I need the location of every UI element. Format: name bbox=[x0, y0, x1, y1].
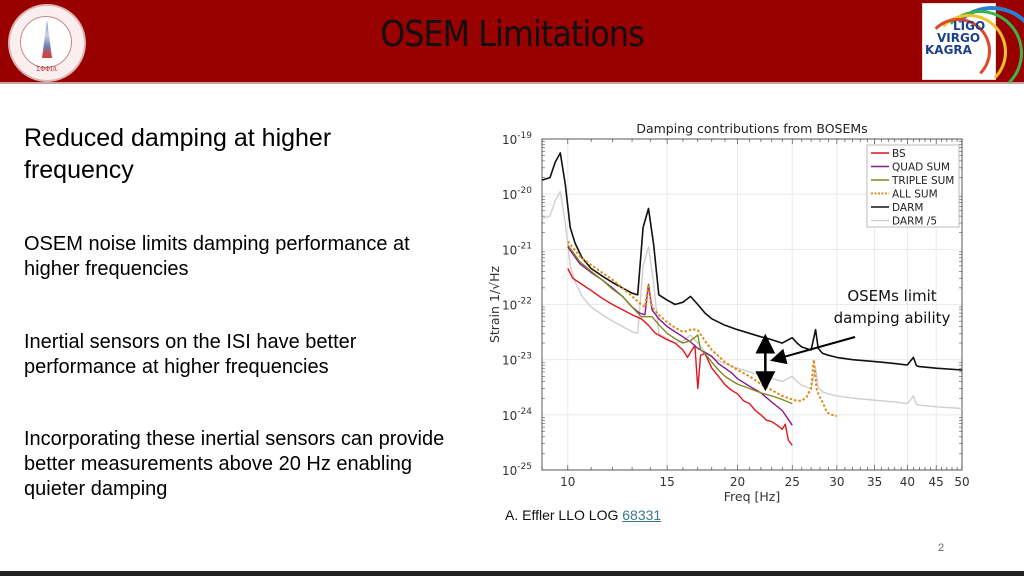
y-tick-label: 10-25 bbox=[502, 462, 532, 478]
legend-label: BS bbox=[892, 148, 906, 160]
seal-waveform-icon bbox=[42, 20, 52, 58]
seal-motto: ΣΦΦΙΑ bbox=[36, 66, 57, 73]
x-tick-label: 20 bbox=[730, 475, 745, 489]
x-tick-label: 10 bbox=[560, 475, 575, 489]
logo-arc-icon bbox=[931, 14, 1007, 90]
logo-arc-icon bbox=[943, 6, 1024, 104]
x-tick-label: 45 bbox=[929, 475, 944, 489]
alog-link[interactable]: 68331 bbox=[622, 507, 662, 523]
x-axis-label: Freq [Hz] bbox=[724, 489, 780, 504]
x-tick-label: 35 bbox=[867, 475, 882, 489]
logo-text-ligo: LIGO bbox=[953, 19, 986, 33]
section-heading: Reduced damping at higher frequency bbox=[24, 124, 332, 184]
x-tick-label: 15 bbox=[659, 475, 674, 489]
logo-arc-icon bbox=[937, 10, 1023, 96]
series-line-darm bbox=[541, 152, 963, 371]
damping-chart: 10 15 20 25 30 35 40 45 50 10-25 10-24 10-23 10-22 10… bbox=[487, 121, 970, 504]
source-caption: A. Effler LLO LOG 68331 bbox=[505, 507, 661, 523]
y-tick-label: 10-22 bbox=[502, 297, 532, 313]
legend-label: DARM bbox=[892, 202, 923, 214]
chart-title: Damping contributions from BOSEMs bbox=[636, 121, 867, 136]
series-line-triple-sum bbox=[567, 244, 793, 405]
annotation-text: OSEMs limit bbox=[847, 287, 936, 305]
legend-label: ALL SUM bbox=[892, 189, 938, 201]
legend-label: TRIPLE SUM bbox=[891, 175, 954, 187]
bullet-inertial-sensors: Inertial sensors on the ISI have better … bbox=[24, 331, 357, 378]
slide-header: ΣΦΦΙΑ OSEM Limitations LIGO VIRGO KAGRA bbox=[0, 0, 1024, 96]
y-tick-label: 10-24 bbox=[502, 407, 532, 423]
legend-label: DARM /5 bbox=[892, 216, 937, 228]
slide-title: OSEM Limitations bbox=[380, 14, 644, 55]
stanford-seal-logo: ΣΦΦΙΑ bbox=[8, 4, 86, 82]
x-tick-label: 50 bbox=[954, 475, 969, 489]
y-tick-label: 10-19 bbox=[502, 131, 532, 147]
legend-label: QUAD SUM bbox=[892, 162, 950, 174]
series-line-bs bbox=[567, 268, 793, 446]
series-line-all-sum bbox=[567, 240, 838, 418]
caption-text: A. Effler LLO LOG bbox=[505, 507, 623, 523]
ligo-virgo-kagra-logo: LIGO VIRGO KAGRA bbox=[922, 3, 1024, 96]
logo-arc-icon bbox=[925, 18, 991, 84]
y-tick-label: 10-20 bbox=[502, 186, 532, 202]
logo-text-virgo: VIRGO bbox=[937, 31, 981, 45]
legend-box bbox=[866, 144, 960, 228]
y-tick-label: 10-21 bbox=[502, 241, 532, 257]
y-axis-label: Strain 1/√Hz bbox=[487, 266, 502, 344]
bottom-bar bbox=[0, 571, 1024, 576]
annotation-text: damping ability bbox=[834, 309, 951, 327]
x-tick-label: 40 bbox=[900, 475, 915, 489]
logo-text-kagra: KAGRA bbox=[925, 43, 972, 57]
annotation-arrow bbox=[770, 336, 856, 365]
series-line-darm-5 bbox=[541, 190, 963, 410]
bullet-incorporating-sensors: Incorporating these inertial sensors can… bbox=[24, 428, 445, 500]
x-tick-label: 25 bbox=[785, 475, 800, 489]
page-number: 2 bbox=[938, 542, 945, 554]
axes-box bbox=[541, 138, 963, 471]
y-tick-label: 10-23 bbox=[502, 352, 532, 368]
bullet-osem-noise: OSEM noise limits damping performance at… bbox=[24, 233, 410, 280]
x-tick-label: 30 bbox=[829, 475, 844, 489]
